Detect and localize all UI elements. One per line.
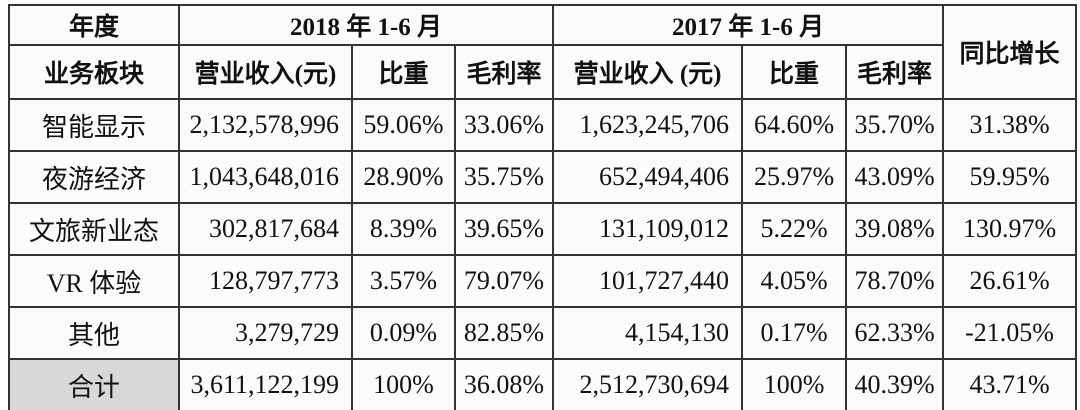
header-margin-2018: 毛利率	[453, 44, 555, 100]
margin-2017-cell: 35.70%	[845, 98, 945, 152]
margin-2018-cell: 35.75%	[453, 150, 555, 204]
margin-2017-cell: 62.33%	[845, 306, 945, 360]
header-row-metrics: 业务板块 营业收入(元) 比重 毛利率 营业收入 (元) 比重 毛利率	[8, 44, 1076, 100]
header-period-2017: 2017 年 1-6 月	[552, 4, 945, 46]
row-label: 夜游经济	[8, 150, 180, 204]
margin-2018-cell: 79.07%	[453, 254, 555, 308]
margin-2018-cell: 33.06%	[453, 98, 555, 152]
revenue-2017-cell: 1,623,245,706	[552, 98, 744, 152]
margin-2018-cell: 36.08%	[453, 358, 555, 410]
table-row-other: 其他 3,279,729 0.09% 82.85% 4,154,130 0.17…	[8, 306, 1078, 360]
share-2017-cell: 25.97%	[741, 150, 848, 204]
table-row-culture-tourism: 文旅新业态 302,817,684 8.39% 39.65% 131,109,0…	[8, 202, 1078, 256]
yoy-cell: 130.97%	[942, 202, 1078, 256]
share-2017-cell: 5.22%	[741, 202, 848, 256]
row-label: 文旅新业态	[8, 202, 180, 256]
revenue-2017-cell: 101,727,440	[552, 254, 744, 308]
revenue-2017-cell: 131,109,012	[552, 202, 744, 256]
share-2018-cell: 100%	[351, 358, 456, 410]
header-revenue-2018: 营业收入(元)	[178, 44, 353, 100]
revenue-2017-cell: 652,494,406	[552, 150, 744, 204]
header-yoy-growth: 同比增长	[942, 4, 1078, 100]
share-2018-cell: 59.06%	[351, 98, 456, 152]
yoy-cell: -21.05%	[942, 306, 1078, 360]
share-2017-cell: 64.60%	[741, 98, 848, 152]
margin-2017-cell: 39.08%	[845, 202, 945, 256]
share-2018-cell: 28.90%	[351, 150, 456, 204]
revenue-2017-cell: 4,154,130	[552, 306, 744, 360]
revenue-2018-cell: 2,132,578,996	[178, 98, 353, 152]
share-2018-cell: 0.09%	[351, 306, 456, 360]
revenue-2018-cell: 1,043,648,016	[178, 150, 353, 204]
table-row-total: 合计 3,611,122,199 100% 36.08% 2,512,730,6…	[8, 358, 1078, 410]
table-row-vr-experience: VR 体验 128,797,773 3.57% 79.07% 101,727,4…	[8, 254, 1078, 308]
share-2017-cell: 4.05%	[741, 254, 848, 308]
share-2017-cell: 100%	[741, 358, 848, 410]
revenue-2018-cell: 302,817,684	[178, 202, 353, 256]
header-share-2018: 比重	[351, 44, 456, 100]
header-segment: 业务板块	[8, 44, 180, 100]
row-label: 其他	[8, 306, 180, 360]
margin-2017-cell: 43.09%	[845, 150, 945, 204]
header-margin-2017: 毛利率	[845, 44, 945, 100]
yoy-cell: 43.71%	[942, 358, 1078, 410]
margin-2017-cell: 78.70%	[845, 254, 945, 308]
header-period-2018: 2018 年 1-6 月	[177, 4, 555, 46]
yoy-cell: 59.95%	[942, 150, 1078, 204]
revenue-2018-cell: 3,611,122,199	[178, 358, 353, 410]
header-revenue-2017: 营业收入 (元)	[552, 44, 744, 100]
row-label: VR 体验	[8, 254, 180, 308]
share-2017-cell: 0.17%	[741, 306, 848, 360]
revenue-2018-cell: 128,797,773	[178, 254, 353, 308]
revenue-2018-cell: 3,279,729	[178, 306, 353, 360]
margin-2018-cell: 39.65%	[453, 202, 555, 256]
yoy-cell: 31.38%	[942, 98, 1078, 152]
table-row-smart-display: 智能显示 2,132,578,996 59.06% 33.06% 1,623,2…	[8, 98, 1078, 152]
revenue-2017-cell: 2,512,730,694	[552, 358, 744, 410]
header-share-2017: 比重	[741, 44, 848, 100]
financial-table: 年度 2018 年 1-6 月 2017 年 1-6 月 同比增长 业务板块 营…	[8, 4, 1078, 410]
table-row-night-tour: 夜游经济 1,043,648,016 28.90% 35.75% 652,494…	[8, 150, 1078, 204]
header-year: 年度	[8, 4, 180, 46]
header-row-period: 年度 2018 年 1-6 月 2017 年 1-6 月 同比增长	[8, 4, 1078, 100]
total-row-label: 合计	[8, 358, 180, 410]
share-2018-cell: 8.39%	[351, 202, 456, 256]
margin-2017-cell: 40.39%	[845, 358, 945, 410]
row-label: 智能显示	[8, 98, 180, 152]
yoy-cell: 26.61%	[942, 254, 1078, 308]
share-2018-cell: 3.57%	[351, 254, 456, 308]
margin-2018-cell: 82.85%	[453, 306, 555, 360]
